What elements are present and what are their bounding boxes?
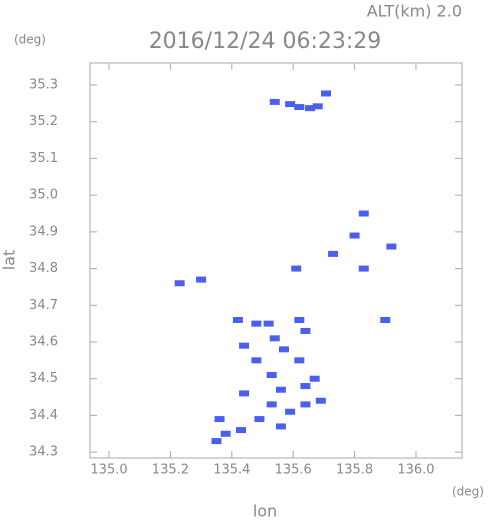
- echo-point: [269, 335, 280, 342]
- echo-point: [263, 320, 274, 327]
- subtitle: ALT(km) 2.0: [367, 2, 462, 21]
- y-label: lat: [0, 250, 19, 271]
- echo-point: [294, 104, 305, 111]
- y-tick-label: 34.6: [29, 334, 58, 349]
- echo-point: [309, 375, 320, 382]
- x-tick-label: 135.6: [275, 463, 312, 478]
- x-tick-label: 136.0: [397, 463, 434, 478]
- y-tick-label: 34.9: [29, 224, 58, 239]
- echo-point: [239, 342, 250, 349]
- y-tick-label: 35.2: [29, 114, 58, 129]
- echo-point: [254, 416, 265, 423]
- echo-point: [300, 383, 311, 390]
- echo-point: [358, 265, 369, 272]
- echo-point: [220, 430, 231, 437]
- echo-point: [239, 390, 250, 397]
- y-tick-label: 35.1: [29, 151, 58, 166]
- echo-point: [214, 416, 225, 423]
- echo-point: [232, 316, 243, 323]
- echo-point: [321, 90, 332, 97]
- echo-point: [291, 265, 302, 272]
- y-unit: (deg): [14, 33, 46, 47]
- x-tick-label: 135.2: [152, 463, 189, 478]
- y-tick-label: 34.8: [29, 261, 58, 276]
- echo-point: [300, 401, 311, 408]
- y-tick-label: 34.4: [29, 408, 58, 423]
- echo-point: [294, 316, 305, 323]
- chart-title: 2016/12/24 06:23:29: [149, 29, 382, 54]
- y-tick-label: 34.5: [29, 371, 58, 386]
- y-tick-label: 34.3: [29, 445, 58, 460]
- echo-point: [349, 232, 360, 239]
- echo-point: [300, 327, 311, 334]
- echo-point: [196, 276, 207, 283]
- echo-point: [315, 397, 326, 404]
- y-tick-label: 35.0: [29, 188, 58, 203]
- echo-point: [285, 101, 296, 108]
- echo-point: [305, 105, 316, 112]
- x-tick-label: 135.0: [90, 463, 127, 478]
- plot-frame: [89, 62, 463, 459]
- echo-point: [269, 98, 280, 105]
- echo-point: [236, 427, 247, 434]
- x-tick-label: 135.4: [213, 463, 250, 478]
- echo-point: [266, 372, 277, 379]
- echo-point: [251, 320, 262, 327]
- x-tick-label: 135.8: [336, 463, 373, 478]
- echo-point: [266, 401, 277, 408]
- y-tick-label: 34.7: [29, 298, 58, 313]
- echo-point: [211, 438, 222, 445]
- x-unit: (deg): [452, 485, 484, 499]
- echo-point: [380, 316, 391, 323]
- echo-point: [251, 357, 262, 364]
- echo-point: [328, 250, 339, 257]
- y-tick-label: 35.3: [29, 78, 58, 93]
- x-label: lon: [253, 502, 277, 521]
- echo-point: [312, 103, 323, 110]
- echo-point: [275, 423, 286, 430]
- echo-point: [285, 408, 296, 415]
- echo-point: [174, 280, 185, 287]
- echo-point: [278, 346, 289, 353]
- echo-point: [386, 243, 397, 250]
- echo-point: [275, 386, 286, 393]
- echo-point: [358, 210, 369, 217]
- echo-point: [294, 357, 305, 364]
